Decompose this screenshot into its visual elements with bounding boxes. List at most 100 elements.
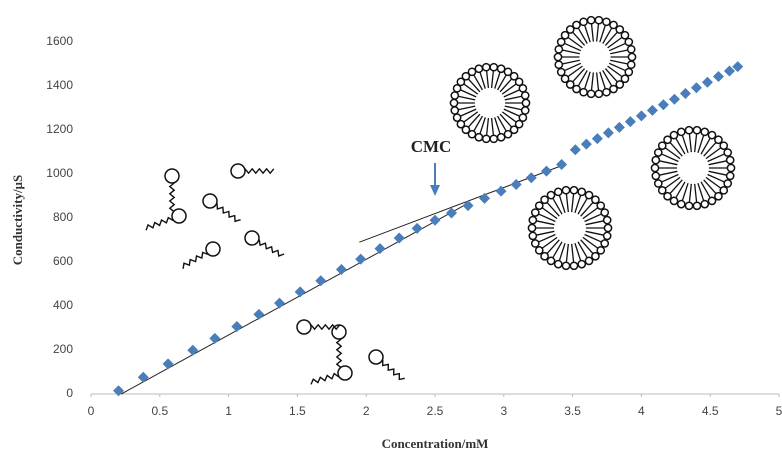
micelle-tail <box>586 221 604 225</box>
micelle-head <box>597 202 604 209</box>
micelle-tail <box>660 171 678 175</box>
micelle-head <box>664 136 671 143</box>
micelle-head <box>652 156 659 163</box>
y-tick-label: 400 <box>53 298 73 312</box>
micelle-tail <box>695 134 697 152</box>
micelle-tail <box>573 69 585 82</box>
x-tick-label: 5 <box>776 404 782 418</box>
micelle-head <box>451 92 458 99</box>
micelle-head <box>498 134 505 141</box>
micelle-tail <box>704 143 716 156</box>
micelle-head <box>701 201 708 208</box>
data-point <box>625 116 636 127</box>
annotation: CMC <box>411 137 452 156</box>
chart: Concentration/mM Conductivity/µS 0200400… <box>0 0 782 456</box>
micelle-head <box>604 216 611 223</box>
micelle-head <box>588 17 595 24</box>
micelle-head <box>532 209 539 216</box>
micelle-head <box>670 197 677 204</box>
micelle-head <box>604 224 611 231</box>
micelle-tail <box>487 71 489 88</box>
data-point <box>463 200 474 211</box>
micelle-head <box>475 65 482 72</box>
y-tick-label: 1000 <box>46 166 73 180</box>
data-point <box>647 105 658 116</box>
micelle-tail <box>505 106 522 110</box>
micelle-head <box>724 149 731 156</box>
x-tick-label: 0.5 <box>151 404 168 418</box>
micelle-head <box>670 131 677 138</box>
micelle-head <box>450 99 457 106</box>
y-tick-label: 1400 <box>46 78 73 92</box>
y-axis-label: Conductivity/µS <box>10 175 25 266</box>
monomer-head <box>203 194 217 208</box>
data-point <box>295 286 306 297</box>
data-point <box>163 358 174 369</box>
micelle-tail <box>500 114 511 127</box>
micelle-tail <box>581 240 593 253</box>
data-point <box>336 264 347 275</box>
x-tick-label: 1.5 <box>289 404 306 418</box>
micelle-head <box>490 135 497 142</box>
micelle-head <box>701 128 708 135</box>
data-point <box>702 77 713 88</box>
micelle-head <box>585 257 592 264</box>
micelle-head <box>562 262 569 269</box>
micelle-head <box>528 224 535 231</box>
micelle-head <box>532 240 539 247</box>
data-point <box>231 321 242 332</box>
micelle-tail <box>492 71 494 88</box>
data-point <box>209 333 220 344</box>
y-tick-label: 1200 <box>46 122 73 136</box>
data-point <box>274 298 285 309</box>
x-tick-label: 4.5 <box>702 404 719 418</box>
micelle-tail <box>572 194 574 212</box>
data-point <box>680 88 691 99</box>
x-tick-label: 0 <box>88 404 95 418</box>
micelle-head <box>573 21 580 28</box>
micelle-tail <box>505 96 522 100</box>
monomer-head <box>172 209 186 223</box>
micelle-head <box>610 85 617 92</box>
micelle-head <box>604 232 611 239</box>
micelle-head <box>595 17 602 24</box>
monomer-tail <box>259 240 284 256</box>
micelle-head <box>592 253 599 260</box>
micelle-head <box>555 46 562 53</box>
micelle-tail <box>572 244 574 262</box>
micelle-head <box>504 131 511 138</box>
micelle-head <box>555 61 562 68</box>
micelle-tail <box>610 60 627 64</box>
data-point <box>374 243 385 254</box>
micelle-head <box>727 172 734 179</box>
micelle-head <box>475 134 482 141</box>
micelle-tail <box>670 180 682 193</box>
micelle-tail <box>566 244 568 262</box>
micelle-head <box>651 164 658 171</box>
monomer-head <box>297 320 311 334</box>
micelle-head <box>715 193 722 200</box>
micelle-tail <box>592 24 594 41</box>
data-point <box>315 275 326 286</box>
micelle-tail <box>459 106 476 110</box>
micelle-head <box>555 261 562 268</box>
micelle-tail <box>695 184 697 202</box>
data-point <box>570 144 581 155</box>
micelle-head <box>558 68 565 75</box>
monomer-tail <box>146 218 173 231</box>
micelle-head <box>655 149 662 156</box>
micelle-head <box>685 202 692 209</box>
micelle-head <box>580 18 587 25</box>
micelle-tail <box>586 231 604 235</box>
micelle-tail <box>660 161 678 165</box>
micelle-tail <box>610 50 627 54</box>
data-point <box>658 99 669 110</box>
micelle-tail <box>469 79 480 92</box>
data-point <box>479 193 490 204</box>
y-tick-label: 800 <box>53 210 73 224</box>
micelle-head <box>592 196 599 203</box>
micelle-head <box>522 92 529 99</box>
micelle-head <box>529 232 536 239</box>
x-tick-label: 3.5 <box>564 404 581 418</box>
x-tick-label: 3 <box>500 404 507 418</box>
